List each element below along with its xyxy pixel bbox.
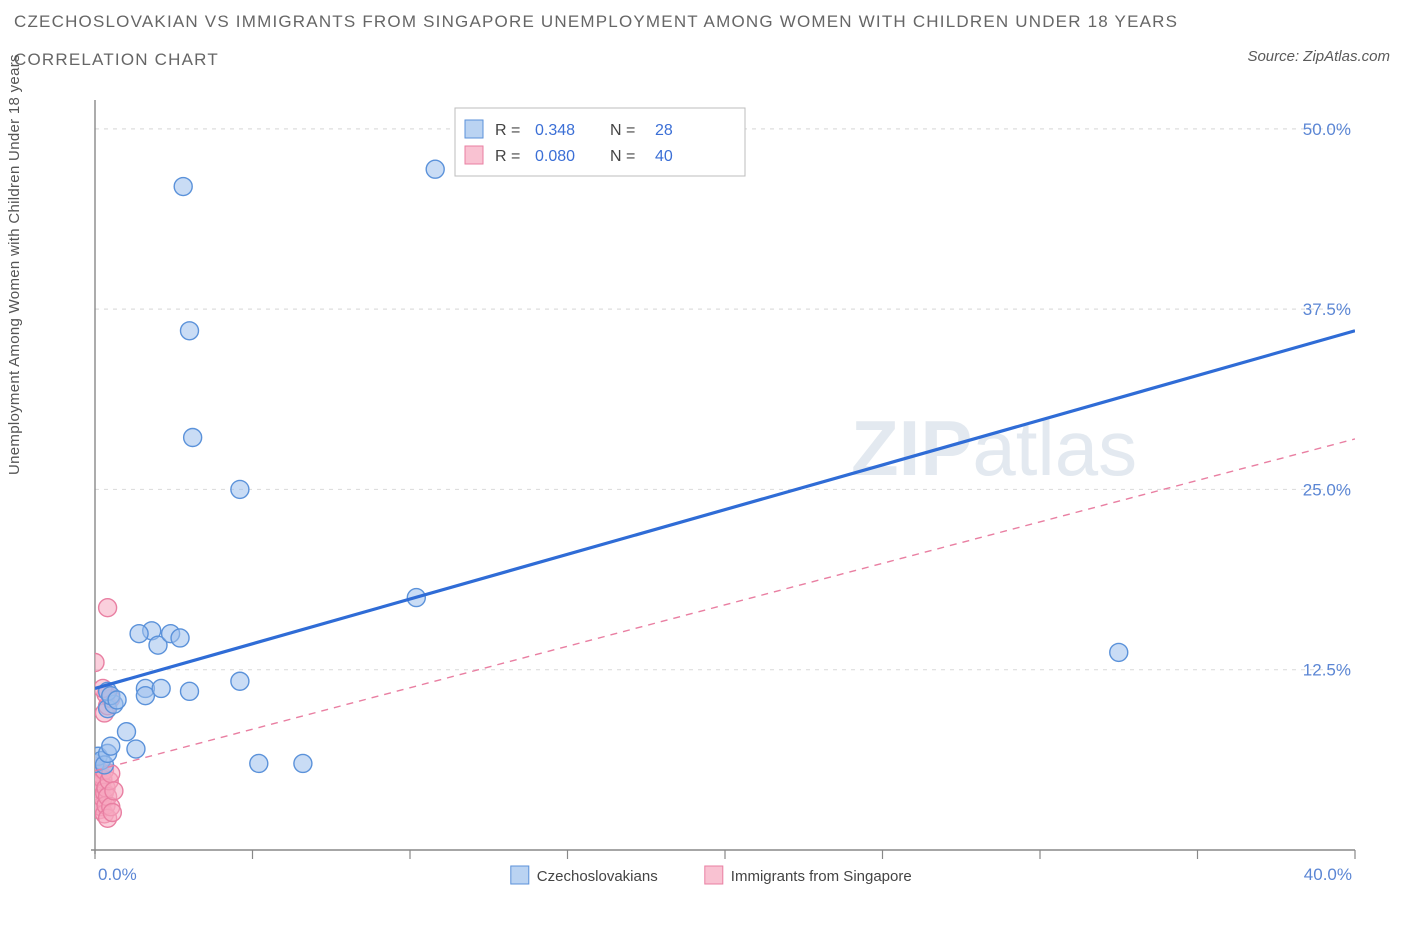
y-tick-label: 50.0% (1303, 120, 1351, 139)
x-tick-label-end: 40.0% (1304, 865, 1352, 884)
x-tick-label-start: 0.0% (98, 865, 137, 884)
legend-label: Czechoslovakians (537, 868, 658, 885)
legend-label: Immigrants from Singapore (731, 868, 912, 885)
chart-title-line1: CZECHOSLOVAKIAN VS IMMIGRANTS FROM SINGA… (14, 12, 1392, 32)
data-point (1110, 643, 1128, 661)
data-point (231, 480, 249, 498)
data-point (118, 723, 136, 741)
regression-line (95, 439, 1355, 771)
regression-line (95, 331, 1355, 689)
chart-title-line2: CORRELATION CHART (14, 50, 1392, 70)
data-point (130, 625, 148, 643)
stat-n-key: N = (610, 122, 635, 139)
stat-r-key: R = (495, 122, 520, 139)
data-point (103, 804, 121, 822)
stats-legend-box (455, 108, 745, 176)
stat-n-val: 40 (655, 148, 673, 165)
data-point (108, 691, 126, 709)
data-point (102, 737, 120, 755)
data-point (184, 429, 202, 447)
data-point (426, 160, 444, 178)
data-point (86, 654, 104, 672)
data-point (127, 740, 145, 758)
chart-area: 12.5% 25.0% 37.5% 50.0% ZIPatlas 0.0% 40.0% R =… (50, 90, 1370, 890)
y-tick-label: 12.5% (1303, 661, 1351, 680)
data-point (99, 599, 117, 617)
stat-r-key: R = (495, 148, 520, 165)
data-point (231, 672, 249, 690)
stat-n-key: N = (610, 148, 635, 165)
scatter-chart-svg: 12.5% 25.0% 37.5% 50.0% ZIPatlas 0.0% 40.0% R =… (50, 90, 1370, 890)
data-point (105, 782, 123, 800)
source-attribution: Source: ZipAtlas.com (1247, 48, 1390, 65)
stat-r-val: 0.348 (535, 122, 575, 139)
data-point (250, 754, 268, 772)
legend-swatch (705, 866, 723, 884)
legend-swatch (465, 146, 483, 164)
legend-swatch (465, 120, 483, 138)
watermark: ZIPatlas (851, 404, 1137, 492)
legend-swatch (511, 866, 529, 884)
y-tick-label: 37.5% (1303, 300, 1351, 319)
y-tick-label: 25.0% (1303, 480, 1351, 499)
title-block: CZECHOSLOVAKIAN VS IMMIGRANTS FROM SINGA… (14, 12, 1392, 70)
data-point (294, 754, 312, 772)
data-point (152, 679, 170, 697)
stat-n-val: 28 (655, 122, 673, 139)
chart-container: CZECHOSLOVAKIAN VS IMMIGRANTS FROM SINGA… (0, 0, 1406, 930)
data-point (181, 682, 199, 700)
data-point (171, 629, 189, 647)
stat-r-val: 0.080 (535, 148, 575, 165)
data-point (181, 322, 199, 340)
data-point (174, 178, 192, 196)
y-axis-label: Unemployment Among Women with Children U… (6, 54, 23, 475)
